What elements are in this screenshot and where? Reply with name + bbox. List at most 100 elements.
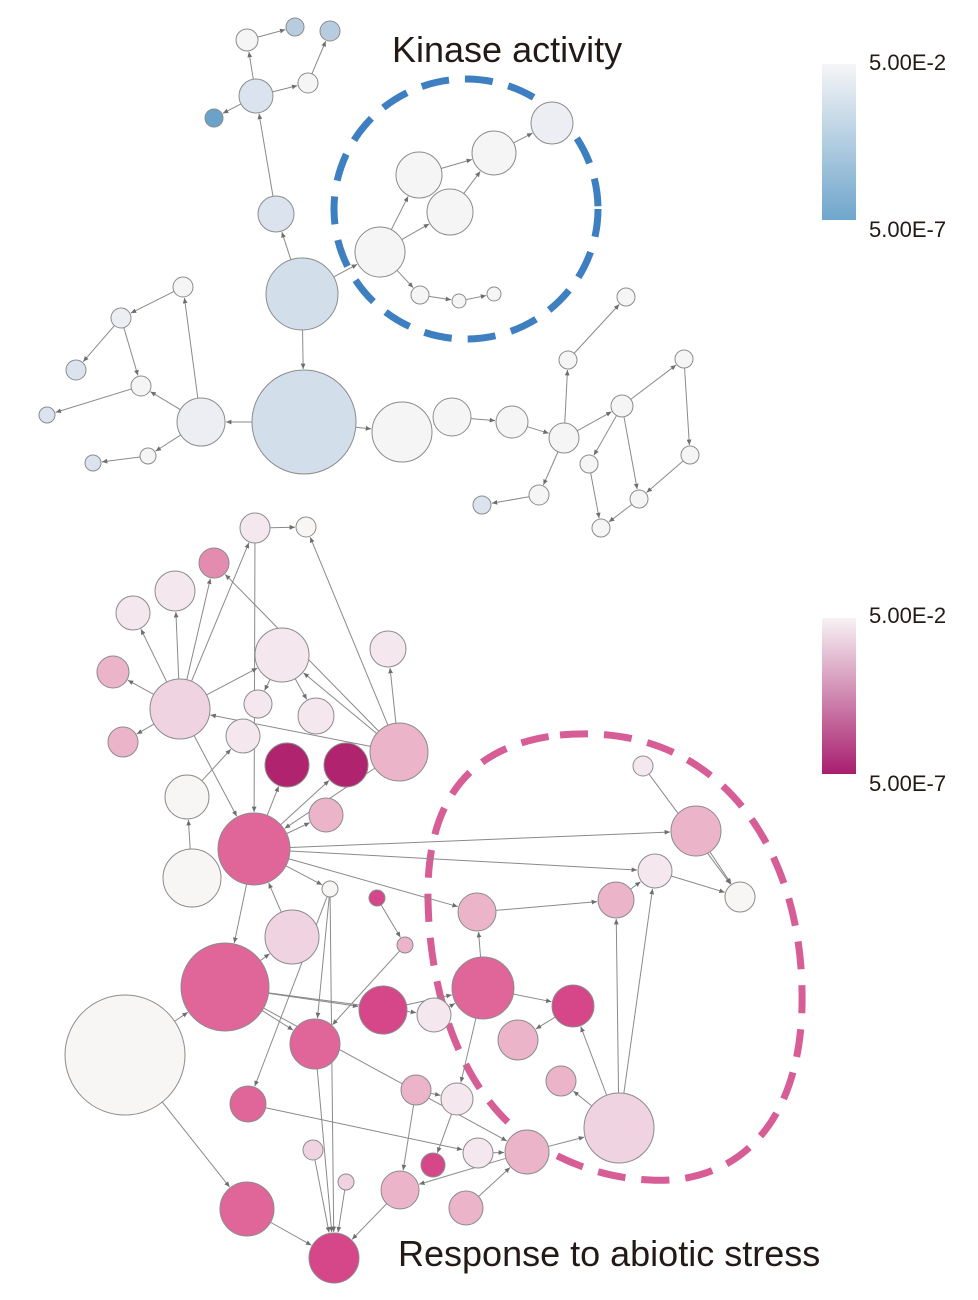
stress-edge [390, 668, 396, 723]
kinase-legend-bar [822, 64, 856, 220]
stress-node [397, 937, 413, 953]
kinase-nodes [39, 18, 699, 537]
kinase-edge [594, 416, 617, 456]
stress-node [633, 756, 653, 776]
stress-legend-bar [822, 618, 856, 774]
stress-edge [290, 832, 670, 847]
kinase-edge [356, 427, 371, 429]
stress-node [370, 631, 406, 667]
stress-legend-max: 5.00E-2 [869, 603, 946, 628]
stress-edge [616, 919, 618, 1093]
stress-edge [338, 1190, 345, 1232]
kinase-edge [471, 419, 495, 421]
stress-edge [260, 954, 269, 961]
stress-node [244, 690, 272, 718]
stress-title: Response to abiotic stress [398, 1233, 820, 1274]
stress-edge [536, 1017, 555, 1029]
kinase-node [131, 376, 151, 396]
kinase-node [630, 490, 648, 508]
stress-node [401, 1075, 431, 1105]
kinase-edge [303, 330, 304, 369]
stress-edge [496, 902, 597, 911]
stress-node [498, 1020, 538, 1060]
kinase-node [559, 351, 577, 369]
stress-legend-min: 5.00E-7 [869, 771, 946, 796]
kinase-node [396, 152, 442, 198]
kinase-edge [83, 326, 114, 362]
kinase-node [140, 448, 156, 464]
kinase-edge [624, 417, 637, 489]
kinase-legend-min: 5.00E-7 [869, 217, 946, 242]
stress-edge [188, 820, 190, 849]
kinase-edge [514, 133, 533, 143]
kinase-edge [527, 427, 548, 434]
stress-node [338, 1174, 354, 1190]
stress-node [226, 719, 260, 753]
stress-node [108, 727, 138, 757]
stress-edge [710, 852, 731, 884]
kinase-edge [124, 328, 138, 376]
stress-node [359, 986, 407, 1034]
kinase-node [529, 485, 549, 505]
stress-node [97, 656, 129, 688]
kinase-legend-max: 5.00E-2 [869, 50, 946, 75]
kinase-node [372, 402, 432, 462]
kinase-edge [574, 304, 619, 353]
stress-node [296, 517, 316, 537]
kinase-node [205, 109, 223, 127]
stress-edge [330, 897, 334, 1232]
stress-node [255, 628, 309, 682]
stress-edge [128, 680, 154, 694]
kinase-edge [397, 270, 413, 287]
kinase-edge [429, 296, 451, 299]
stress-edge [630, 882, 640, 890]
stress-edge [234, 884, 246, 943]
kinase-edge [312, 41, 326, 74]
stress-edge [269, 993, 359, 1006]
stress-node [165, 775, 209, 819]
kinase-node [617, 288, 635, 306]
stress-node [309, 798, 343, 832]
kinase-node [239, 79, 273, 113]
kinase-edge [56, 389, 132, 412]
kinase-node [173, 277, 193, 297]
stress-node [290, 1019, 340, 1069]
kinase-node [675, 350, 693, 368]
stress-node [163, 849, 221, 907]
stress-edge [431, 1093, 441, 1095]
kinase-edge [391, 196, 408, 229]
stress-node [584, 1093, 654, 1163]
kinase-activity-network: Kinase activity 5.00E-2 5.00E-7 [39, 18, 946, 537]
stress-edge [286, 866, 322, 885]
kinase-edge [565, 370, 568, 423]
kinase-node [66, 360, 86, 380]
stress-node [452, 957, 514, 1019]
kinase-edge [492, 497, 529, 504]
kinase-node [258, 196, 294, 232]
stress-node [199, 548, 229, 578]
stress-edge [290, 851, 637, 870]
stress-node [370, 723, 428, 781]
stress-node [598, 882, 634, 918]
kinase-node [266, 258, 338, 330]
kinase-node [473, 496, 491, 514]
kinase-edge [466, 296, 486, 300]
kinase-node [452, 294, 466, 308]
stress-edge [315, 1160, 329, 1233]
stress-node [220, 1182, 274, 1236]
kinase-edge [184, 298, 197, 398]
stress-edge [267, 786, 278, 815]
stress-node [116, 596, 150, 630]
kinase-node [496, 406, 528, 438]
stress-edge [449, 1003, 455, 1006]
stress-edge [671, 876, 724, 892]
kinase-node [298, 73, 318, 93]
stress-edge [295, 679, 307, 700]
stress-node [441, 1083, 473, 1115]
kinase-edge [223, 104, 241, 113]
stress-edge [310, 537, 388, 725]
kinase-edge [685, 368, 690, 445]
kinase-node [592, 519, 610, 537]
kinase-edge [631, 365, 676, 399]
stress-edge [581, 1027, 607, 1096]
